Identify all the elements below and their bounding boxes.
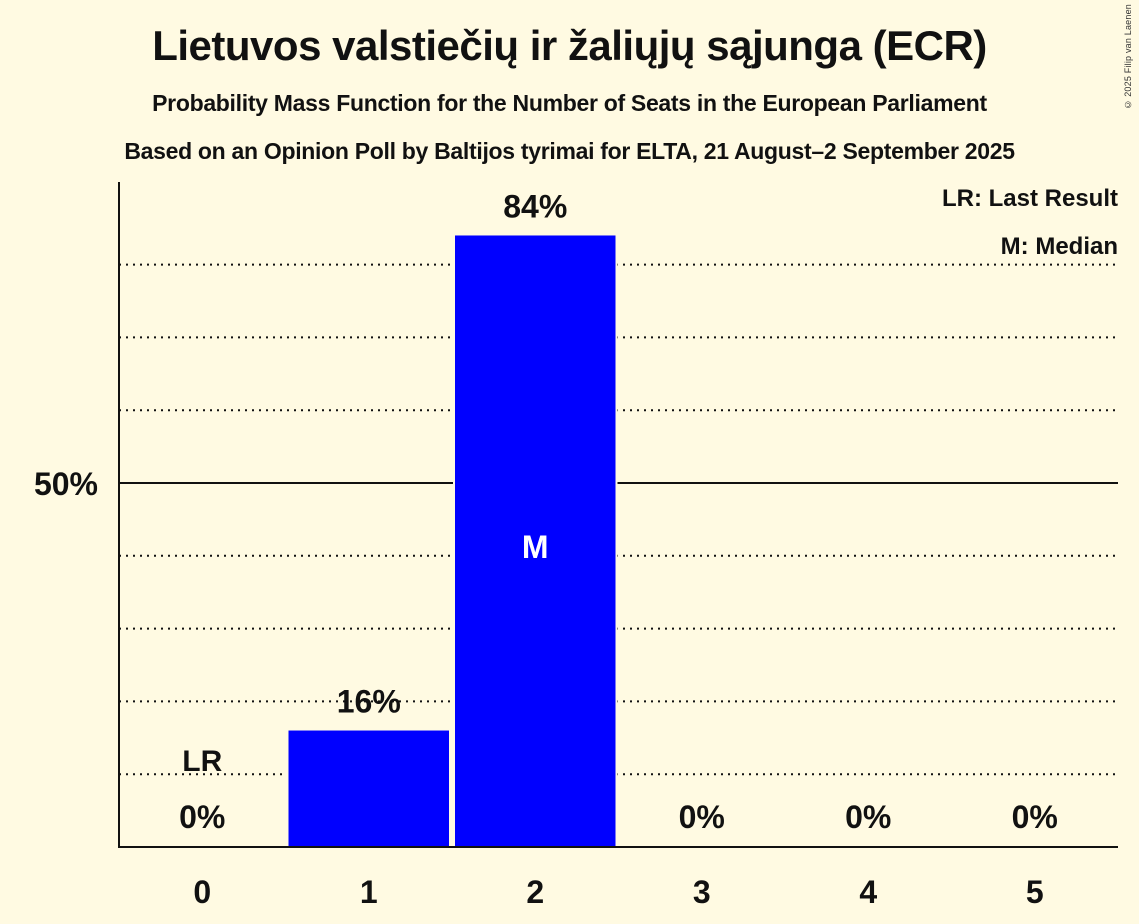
- value-label: 0%: [1012, 799, 1058, 835]
- y-tick-label: 50%: [34, 466, 98, 502]
- median-marker: M: [522, 529, 549, 565]
- chart-title: Lietuvos valstiečių ir žaliųjų sąjunga (…: [152, 22, 987, 69]
- axes: 50% 0 1 2 3 4 5: [34, 182, 1118, 910]
- legend-last-result: LR: Last Result: [941, 185, 1118, 212]
- x-tick-label: 1: [360, 874, 378, 910]
- chart-subtitle: Probability Mass Function for the Number…: [152, 90, 987, 116]
- x-tick-label: 4: [859, 874, 877, 910]
- value-label: 0%: [679, 799, 725, 835]
- value-label: 16%: [337, 684, 401, 720]
- x-tick-label: 0: [193, 874, 211, 910]
- chart-source: Based on an Opinion Poll by Baltijos tyr…: [124, 138, 1015, 164]
- value-labels: 0% 16% 84% 0% 0% 0% LR M: [179, 188, 1058, 835]
- value-label: 0%: [179, 799, 225, 835]
- bar-seats-1: [288, 730, 449, 847]
- last-result-marker: LR: [182, 745, 222, 778]
- x-tick-label: 2: [526, 874, 544, 910]
- x-tick-label: 5: [1026, 874, 1044, 910]
- value-label: 84%: [503, 188, 567, 224]
- legend-median: M: Median: [1000, 233, 1118, 260]
- gridlines: [119, 263, 1118, 776]
- bar-seats-2: [455, 235, 616, 848]
- value-label: 0%: [845, 799, 891, 835]
- x-tick-label: 3: [693, 874, 711, 910]
- bars: [286, 232, 618, 848]
